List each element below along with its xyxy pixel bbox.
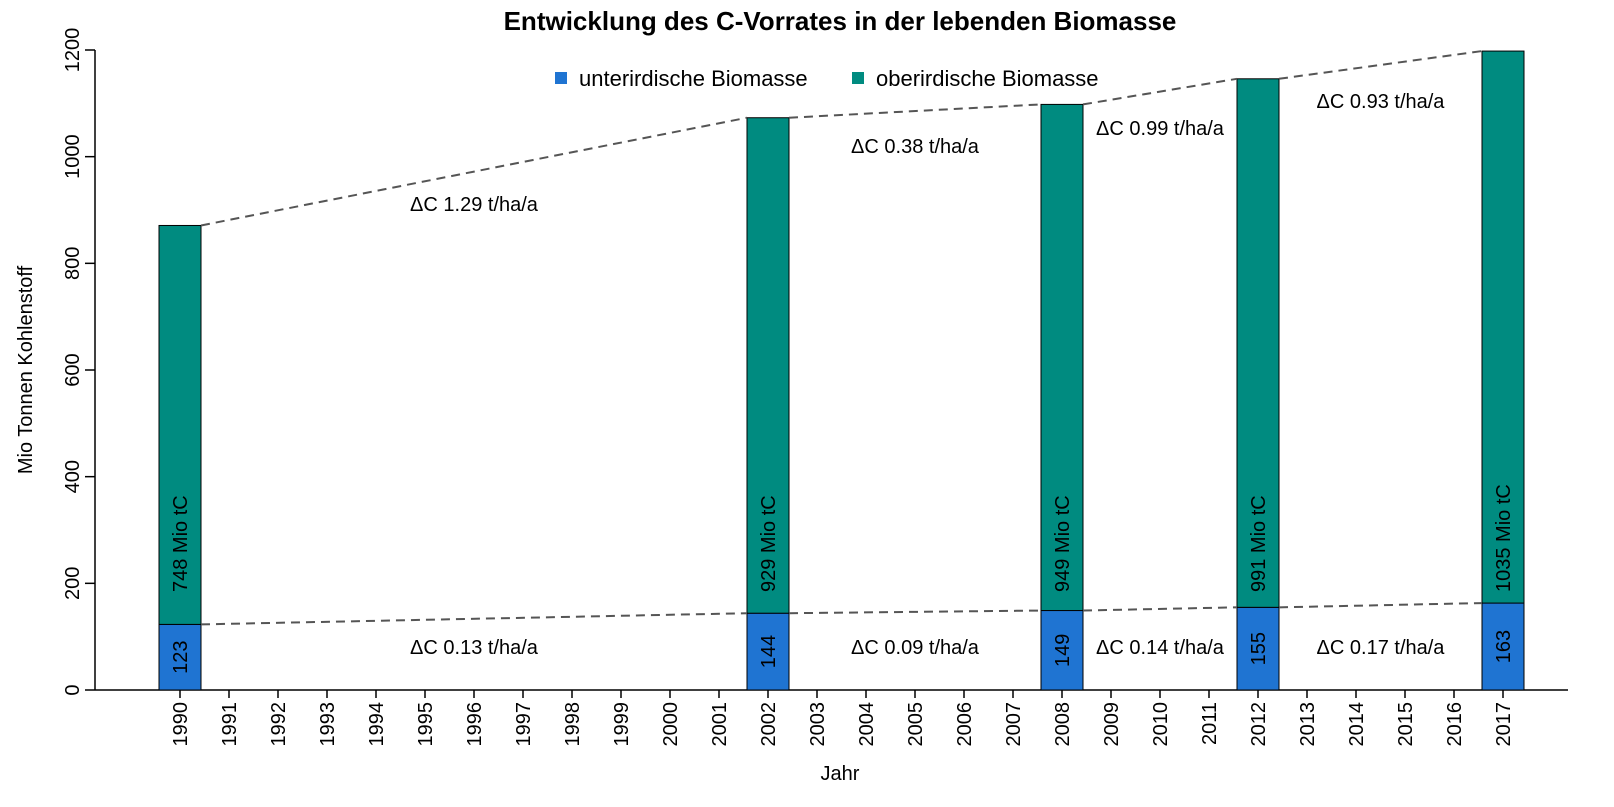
y-tick-label: 600 — [62, 353, 84, 386]
legend-swatch — [852, 72, 864, 84]
x-tick-label: 2013 — [1297, 702, 1319, 747]
x-tick-label: 1995 — [415, 702, 437, 747]
x-tick-label: 1994 — [366, 702, 388, 747]
x-tick-label: 1997 — [513, 702, 535, 747]
annotation: ΔC 0.14 t/ha/a — [1096, 637, 1225, 659]
value-label: 163 — [1493, 630, 1515, 663]
value-label: 929 Mio tC — [758, 495, 780, 592]
x-tick-label: 2005 — [905, 702, 927, 747]
bar-segment — [1040, 610, 1084, 691]
trend-line-lower — [1278, 602, 1483, 609]
y-tick-label: 0 — [62, 684, 84, 695]
x-tick-label: 2001 — [709, 702, 731, 747]
x-tick-label: 2008 — [1052, 702, 1074, 747]
x-tick-label: 2009 — [1101, 702, 1123, 747]
x-tick-label: 2015 — [1395, 702, 1417, 747]
x-tick-label: 2006 — [954, 702, 976, 747]
bar-segment — [746, 612, 790, 691]
legend-swatch — [555, 72, 567, 84]
x-tick-label: 1998 — [562, 702, 584, 747]
trend-line-lower — [200, 612, 748, 626]
trend-line-upper — [1082, 77, 1238, 106]
trend-line-upper — [788, 103, 1042, 119]
x-tick-label: 2016 — [1444, 702, 1466, 747]
chart-title: Entwicklung des C-Vorrates in der lebend… — [504, 6, 1177, 36]
x-axis-label: Jahr — [821, 763, 860, 785]
x-tick-label: 2004 — [856, 702, 878, 747]
annotation: ΔC 0.09 t/ha/a — [851, 637, 980, 659]
value-label: 155 — [1248, 632, 1270, 665]
legend-label: oberirdische Biomasse — [876, 66, 1099, 91]
legend-label: unterirdische Biomasse — [579, 66, 808, 91]
annotation: ΔC 0.99 t/ha/a — [1096, 118, 1225, 140]
annotation: ΔC 0.17 t/ha/a — [1317, 637, 1446, 659]
y-axis-label: Mio Tonnen Kohlenstoff — [15, 265, 37, 474]
x-tick-label: 2002 — [758, 702, 780, 747]
y-tick-label: 200 — [62, 567, 84, 600]
x-tick-label: 2012 — [1248, 702, 1270, 747]
x-tick-label: 2010 — [1150, 702, 1172, 747]
bar-segment — [158, 224, 202, 625]
bar-segment — [1236, 606, 1280, 691]
bar-segment — [746, 117, 790, 614]
x-tick-label: 2003 — [807, 702, 829, 747]
value-label: 991 Mio tC — [1248, 495, 1270, 592]
annotation: ΔC 0.13 t/ha/a — [410, 637, 539, 659]
x-tick-label: 1999 — [611, 702, 633, 747]
x-tick-label: 1993 — [317, 702, 339, 747]
bar-segment — [1481, 602, 1525, 691]
x-tick-label: 1990 — [170, 702, 192, 747]
y-tick-label: 1000 — [62, 134, 84, 179]
y-tick-label: 1200 — [62, 28, 84, 73]
y-tick-label: 400 — [62, 460, 84, 493]
annotation: ΔC 0.93 t/ha/a — [1317, 91, 1446, 113]
x-tick-label: 2000 — [660, 702, 682, 747]
bar-segment — [1481, 50, 1525, 604]
y-tick-label: 800 — [62, 247, 84, 280]
value-label: 149 — [1052, 634, 1074, 667]
value-label: 1035 Mio tC — [1493, 484, 1515, 592]
annotation: ΔC 1.29 t/ha/a — [410, 194, 539, 216]
bar-segment — [1236, 78, 1280, 608]
trend-line-upper — [1278, 50, 1483, 80]
x-tick-label: 1996 — [464, 702, 486, 747]
x-tick-label: 2011 — [1199, 702, 1221, 745]
x-tick-label: 2017 — [1493, 702, 1515, 747]
x-tick-label: 2007 — [1003, 702, 1025, 747]
value-label: 748 Mio tC — [170, 495, 192, 592]
bar-segment — [1040, 103, 1084, 612]
trend-line-upper — [200, 116, 748, 227]
x-tick-label: 1992 — [268, 702, 290, 747]
value-label: 123 — [170, 641, 192, 674]
trend-line-lower — [788, 609, 1042, 615]
annotation: ΔC 0.38 t/ha/a — [851, 136, 980, 158]
x-tick-label: 1991 — [219, 702, 241, 747]
trend-line-lower — [1082, 606, 1238, 612]
value-label: 144 — [758, 635, 780, 668]
value-label: 949 Mio tC — [1052, 495, 1074, 592]
x-tick-label: 2014 — [1346, 702, 1368, 747]
